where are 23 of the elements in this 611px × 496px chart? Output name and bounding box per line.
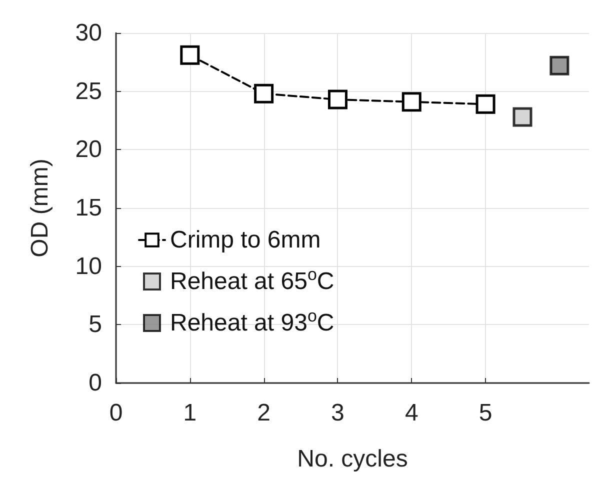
- y-axis-title: OD (mm): [26, 158, 54, 258]
- point: [402, 92, 422, 112]
- point: [180, 45, 200, 65]
- x-tick-label: 3: [331, 400, 344, 426]
- y-tick-label: 5: [88, 311, 102, 338]
- x-tick-label: 5: [478, 400, 492, 426]
- x-tick-label: 1: [183, 400, 197, 426]
- legend-label: Crimp to 6mm: [170, 226, 321, 254]
- point: [328, 90, 348, 110]
- x-tick-label: 2: [257, 400, 270, 426]
- x-axis-title: No. cycles: [297, 446, 408, 472]
- point: [254, 84, 274, 104]
- y-tick-label: 10: [75, 252, 102, 280]
- point: [550, 56, 570, 76]
- x-tick-label: 0: [109, 400, 123, 426]
- y-tick-label: 25: [75, 78, 102, 105]
- point: [476, 94, 496, 114]
- x-tick-label: 4: [404, 400, 418, 426]
- point: [512, 107, 532, 127]
- y-tick-label: 15: [75, 194, 102, 222]
- y-tick-label: 0: [88, 370, 102, 396]
- y-tick-label: 20: [75, 136, 102, 164]
- y-tick-label: 30: [75, 20, 102, 46]
